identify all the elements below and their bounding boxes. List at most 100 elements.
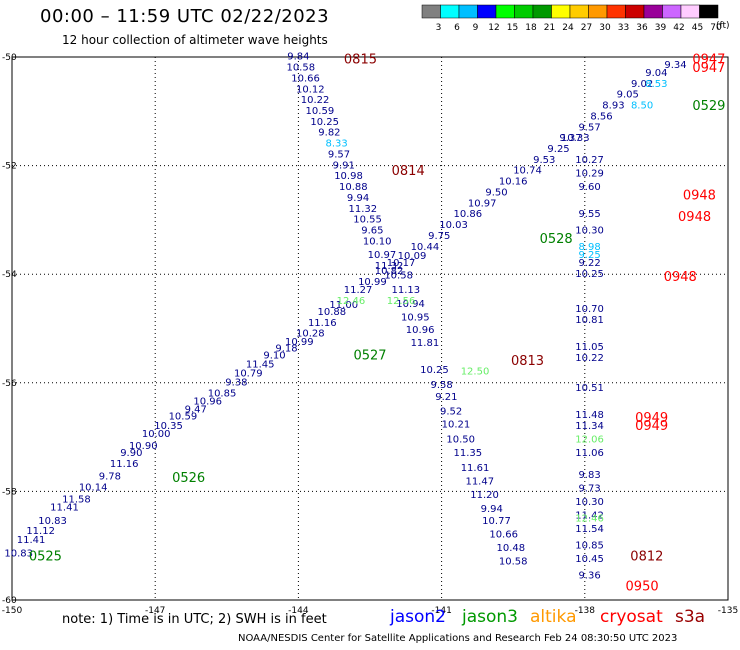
colorbar-label: 27 xyxy=(581,23,592,33)
swh-value-label: 10.95 xyxy=(401,312,430,323)
swh-value-label: 10.66 xyxy=(489,530,518,541)
x-tick-label: -147 xyxy=(145,606,165,616)
colorbar-label: 45 xyxy=(692,23,703,33)
swh-value-label: 10.35 xyxy=(154,421,183,432)
y-tick-label: -50 xyxy=(2,53,17,63)
swh-value-label: 10.66 xyxy=(291,73,320,84)
satellite-legend-item: cryosat xyxy=(600,607,663,627)
swh-value-label: 9.04 xyxy=(645,68,667,79)
swh-value-label: 10.29 xyxy=(575,168,604,179)
swh-value-label: 8.98 xyxy=(578,242,600,253)
swh-value-label: 9.52 xyxy=(440,406,462,417)
y-tick-label: -52 xyxy=(2,162,17,172)
swh-value-label: 12.46 xyxy=(337,296,366,307)
colorbar-swatch xyxy=(551,4,571,19)
swh-value-label: 11.42 xyxy=(575,511,604,522)
swh-value-label: 11.05 xyxy=(575,342,604,353)
swh-value-label: 10.97 xyxy=(468,198,497,209)
swh-value-label: 8.53 xyxy=(645,79,667,90)
swh-value-label: 10.79 xyxy=(234,368,263,379)
swh-value-label: 9.73 xyxy=(578,483,600,494)
swh-value-label: 10.98 xyxy=(334,171,363,182)
swh-value-label: 9.36 xyxy=(578,570,600,581)
swh-value-label: 10.90 xyxy=(129,441,158,452)
swh-value-label: 10.30 xyxy=(575,497,604,508)
swh-value-label: 11.54 xyxy=(575,524,604,535)
swh-value-label: 10.55 xyxy=(353,215,382,226)
swh-value-label: 9.58 xyxy=(430,380,452,391)
swh-value-label: 9.75 xyxy=(428,231,450,242)
pass-time-label: 0526 xyxy=(172,471,205,486)
swh-value-label: 10.45 xyxy=(575,554,604,565)
colorbar-swatch xyxy=(699,4,719,19)
colorbar-label: 21 xyxy=(544,23,555,33)
colorbar-swatch xyxy=(606,4,626,19)
colorbar-swatch xyxy=(662,4,682,19)
swh-value-label: 10.33 xyxy=(561,133,590,144)
swh-value-label: 10.70 xyxy=(575,304,604,315)
swh-value-label: 9.37 xyxy=(559,133,581,144)
colorbar-label: 33 xyxy=(618,23,629,33)
swh-value-label: 11.41 xyxy=(50,502,79,513)
swh-value-label: 9.18 xyxy=(275,343,297,354)
swh-value-label: 10.77 xyxy=(482,516,511,527)
colorbar-swatch xyxy=(514,4,534,19)
colorbar-label: 9 xyxy=(473,23,479,33)
swh-value-label: 11.00 xyxy=(329,300,358,311)
swh-value-label: 11.81 xyxy=(411,338,440,349)
swh-value-label: 9.55 xyxy=(578,209,600,220)
swh-value-label: 12.06 xyxy=(575,435,604,446)
swh-value-label: 9.83 xyxy=(578,470,600,481)
colorbar-label: 24 xyxy=(562,23,574,33)
swh-value-label: 10.83 xyxy=(4,549,33,560)
colorbar-label: 70 xyxy=(710,23,722,33)
swh-value-label: 10.99 xyxy=(285,337,314,348)
pass-time-label: 0528 xyxy=(540,232,573,247)
swh-value-label: 10.21 xyxy=(442,419,471,430)
swh-value-label: 10.94 xyxy=(396,299,425,310)
pass-time-label: 0950 xyxy=(626,579,659,594)
pass-time-label: 0814 xyxy=(392,164,425,179)
swh-value-label: 9.78 xyxy=(99,471,121,482)
swh-value-label: 10.85 xyxy=(575,540,604,551)
satellite-legend-item: altika xyxy=(530,607,577,627)
x-tick-label: -144 xyxy=(288,606,309,616)
swh-value-label: 10.50 xyxy=(446,435,475,446)
swh-value-label: 9.84 xyxy=(287,52,309,63)
satellite-legend-item: jason3 xyxy=(462,607,518,627)
colorbar-swatch xyxy=(569,4,589,19)
pass-time-label: 0948 xyxy=(678,210,711,225)
swh-value-label: 11.34 xyxy=(575,421,604,432)
y-tick-label: -60 xyxy=(2,596,17,606)
swh-value-label: 10.25 xyxy=(420,365,449,376)
swh-value-label: 9.05 xyxy=(617,90,639,101)
swh-value-label: 10.27 xyxy=(575,155,604,166)
swh-value-label: 12.56 xyxy=(387,296,416,307)
swh-value-label: 10.97 xyxy=(368,250,397,261)
swh-value-label: 10.99 xyxy=(358,277,387,288)
pass-time-label: 0948 xyxy=(683,188,716,203)
colorbar-label: 18 xyxy=(525,23,537,33)
swh-value-label: 9.53 xyxy=(533,155,555,166)
swh-value-label: 9.57 xyxy=(328,149,350,160)
swh-value-label: 8.93 xyxy=(602,101,624,112)
swh-value-label: 10.83 xyxy=(38,516,67,527)
colorbar-swatch xyxy=(588,4,608,19)
swh-value-label: 9.34 xyxy=(664,60,686,71)
swh-value-label: 9.10 xyxy=(263,350,285,361)
colorbar-swatch xyxy=(458,4,478,19)
x-tick-label: -141 xyxy=(431,606,451,616)
swh-value-label: 9.22 xyxy=(578,258,600,269)
colorbar-swatch xyxy=(440,4,460,19)
swh-value-label: 10.96 xyxy=(406,325,435,336)
x-tick-label: -135 xyxy=(718,606,738,616)
swh-value-label: 9.94 xyxy=(481,504,503,515)
swh-value-label: 10.25 xyxy=(310,117,339,128)
colorbar-label: 36 xyxy=(636,23,648,33)
swh-value-label: 10.14 xyxy=(79,482,108,493)
swh-value-label: 8.50 xyxy=(631,101,653,112)
swh-value-label: 11.16 xyxy=(110,459,139,470)
colorbar-swatch xyxy=(421,4,441,19)
swh-value-label: 10.88 xyxy=(339,182,368,193)
